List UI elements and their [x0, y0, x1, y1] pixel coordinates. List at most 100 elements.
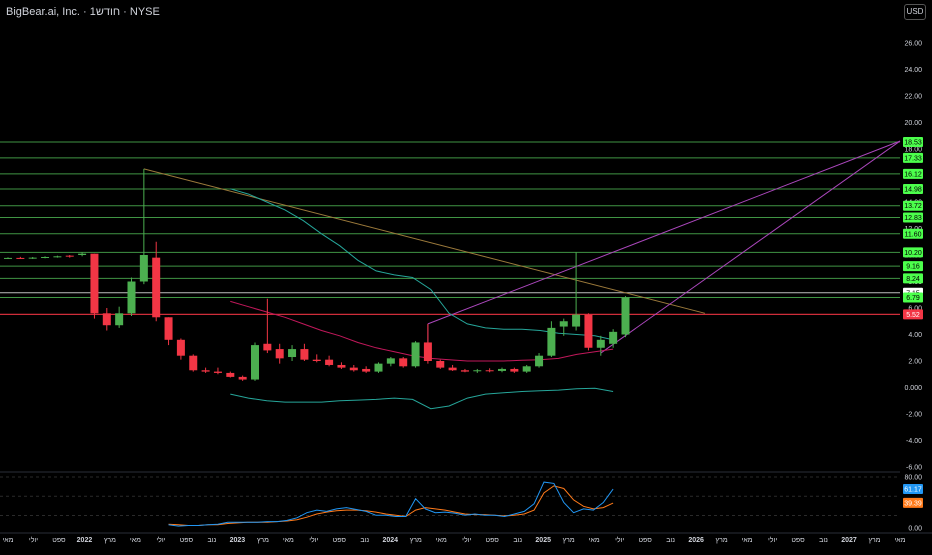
bb-lower-line: [230, 387, 614, 410]
time-axis-label: מאי: [589, 537, 600, 544]
price-tag: [903, 228, 923, 239]
time-axis-label: 2023: [230, 537, 246, 544]
price-tag-label: 17.33: [904, 155, 922, 162]
candle-body: [547, 327, 556, 356]
price-tag: [903, 309, 923, 320]
time-axis-label: יולי: [29, 536, 38, 544]
candle-body: [596, 339, 605, 348]
price-tag-label: 10.20: [904, 250, 922, 257]
candle-body: [263, 343, 272, 351]
candle-body: [386, 358, 395, 364]
candle-body: [312, 359, 321, 361]
price-tag-label: 13.72: [904, 203, 922, 210]
time-axis-label: מאי: [2, 537, 13, 544]
candle-body: [238, 376, 247, 380]
time-axis-label: יולי: [156, 536, 165, 544]
price-axis-label: 24.00: [904, 67, 922, 74]
time-axis-label: 2022: [77, 537, 93, 544]
time-axis-label: ספט: [486, 537, 500, 544]
bollinger-bands: [230, 188, 614, 410]
candle-body: [522, 366, 531, 372]
time-axis-label: יולי: [615, 536, 624, 544]
time-axis-label: ספט: [52, 537, 66, 544]
time-axis-label: 2024: [382, 537, 398, 544]
time-axis-label: מרץ: [563, 537, 575, 544]
time-axis-label: נוב: [208, 537, 217, 544]
time-axis-label: 2025: [535, 537, 551, 544]
candle-body: [4, 257, 12, 259]
time-axis-label: נוב: [513, 537, 522, 544]
price-tag-label: 6.79: [906, 295, 920, 302]
price-tags: 18.53 17.33 16.12 14.98 13.72 12.83 11.60 10.20…: [903, 136, 923, 320]
rsi-d-line: [168, 485, 614, 526]
candle-body: [28, 257, 37, 259]
candle-body: [460, 370, 469, 372]
price-tag: [903, 152, 923, 163]
price-axis-label: 2.00: [908, 359, 922, 366]
candle-body: [213, 371, 222, 373]
candle-body: [448, 367, 457, 371]
time-axis-label: נוב: [819, 537, 828, 544]
candle-body: [189, 355, 198, 371]
candles: [4, 168, 630, 381]
candle-body: [288, 349, 297, 358]
price-axis-label: 4.00: [908, 332, 922, 339]
time-axis-label: נוב: [666, 537, 675, 544]
price-tag: [903, 273, 923, 284]
time-axis-label: 2027: [841, 537, 857, 544]
time-axis-label: מרץ: [716, 537, 728, 544]
time-axis-label: מרץ: [410, 537, 422, 544]
symbol-title: BigBear.ai, Inc. · 1חודש · NYSE: [6, 6, 160, 18]
candle-body: [164, 317, 173, 340]
price-axis-label: -6.00: [906, 465, 922, 472]
price-axis-label: 26.00: [904, 41, 922, 48]
time-axis-label: מרץ: [868, 537, 880, 544]
candle-body: [535, 355, 544, 367]
time-axis-label: יולי: [768, 536, 777, 544]
rsi-tag: [903, 497, 923, 508]
price-tag: [903, 184, 923, 195]
price-axis-label: 22.00: [904, 94, 922, 101]
candle-body: [152, 257, 161, 318]
candle-body: [473, 370, 482, 372]
candle-body: [621, 297, 630, 335]
time-axis-label: מאי: [742, 537, 753, 544]
rsi-tag-label: 61.17: [904, 487, 922, 494]
candle-body: [325, 359, 334, 365]
candle-body: [251, 345, 259, 380]
price-tag-label: 16.12: [904, 171, 922, 178]
bb-upper-line: [230, 188, 614, 341]
candle-body: [584, 314, 593, 348]
rsi-pane: 80.00 0.00 61.17 39.39: [0, 471, 923, 533]
candle-body: [609, 331, 618, 344]
time-axis-label: ספט: [638, 537, 652, 544]
time-axis-label: ספט: [791, 537, 805, 544]
rsi-axis-label: 0.00: [908, 526, 922, 533]
price-tag: [903, 200, 923, 211]
price-tag: [903, 261, 923, 272]
price-tag: [903, 212, 923, 223]
price-tag: [903, 136, 923, 147]
time-axis-label: יולי: [309, 536, 318, 544]
candle-body: [115, 313, 124, 326]
candle-body: [349, 367, 358, 371]
candle-body: [572, 314, 581, 327]
candle-body: [78, 253, 87, 255]
candle-body: [498, 368, 506, 371]
candle-body: [139, 255, 148, 282]
time-axis-label: נוב: [360, 537, 369, 544]
price-tag-label: 5.52: [906, 312, 920, 319]
price-tag: [903, 247, 923, 258]
time-axis-label: 2026: [688, 537, 704, 544]
candle-body: [510, 368, 519, 372]
trend-drawings: [143, 140, 901, 354]
candle-body: [423, 342, 432, 361]
candle-body: [337, 364, 346, 368]
candle-body: [362, 368, 371, 372]
price-axis-label: -2.00: [906, 412, 922, 419]
price-axis-label: 20.00: [904, 120, 922, 127]
currency-button[interactable]: USD: [904, 4, 926, 20]
fan-line: [427, 140, 901, 325]
